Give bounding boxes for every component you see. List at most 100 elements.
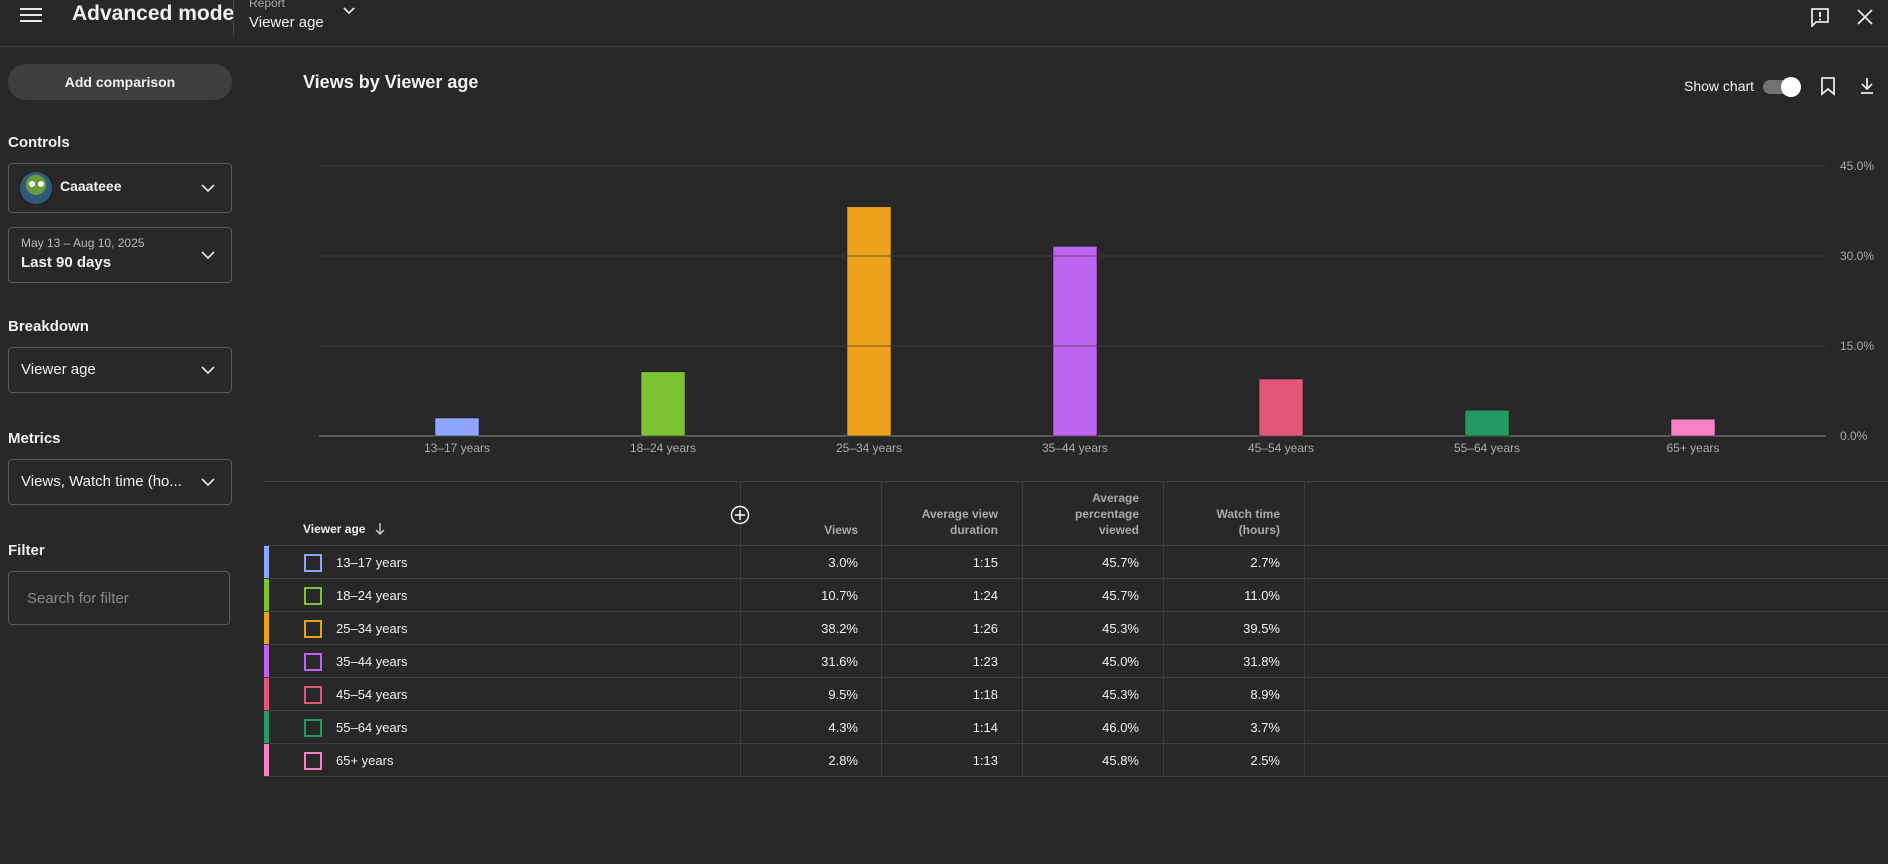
download-icon[interactable] (1858, 76, 1876, 96)
sort-down-icon[interactable] (374, 522, 386, 536)
cell-watch-time: 3.7% (1250, 720, 1280, 735)
close-icon[interactable] (1855, 7, 1875, 27)
cell-avg-percentage-viewed: 45.7% (1102, 555, 1139, 570)
column-header-watch-time[interactable]: Watch time (hours) (1163, 506, 1280, 538)
bar (640, 371, 686, 437)
cell-avg-view-duration: 1:13 (972, 753, 998, 768)
date-range-label: Last 90 days (21, 254, 112, 271)
y-tick-label: 30.0% (1840, 249, 1874, 263)
bar (1464, 409, 1510, 437)
date-range-selector[interactable]: May 13 – Aug 10, 2025 Last 90 days (8, 227, 232, 283)
bar (1052, 246, 1098, 437)
row-checkbox[interactable] (304, 587, 322, 605)
header-line: Average (1092, 491, 1139, 505)
channel-selector[interactable]: Caaateee (8, 163, 232, 213)
bar-chart: 0.0% 15.0% 30.0% 45.0% 13–17 years 18–24 year… (319, 159, 1874, 455)
table-row[interactable]: 35–44 years 31.6% 1:23 45.0% 31.8% (264, 644, 1888, 678)
hamburger-icon[interactable] (20, 4, 42, 24)
table-row[interactable]: 18–24 years 10.7% 1:24 45.7% 11.0% (264, 578, 1888, 612)
table-divider (264, 481, 1888, 482)
cell-views: 38.2% (821, 621, 858, 636)
report-selector[interactable]: Viewer age (249, 14, 324, 31)
y-tick-label: 0.0% (1840, 429, 1868, 443)
x-tick-label: 18–24 years (630, 441, 696, 455)
cell-watch-time: 8.9% (1250, 687, 1280, 702)
add-comparison-button[interactable]: Add comparison (8, 64, 232, 100)
x-tick-label: 35–44 years (1042, 441, 1108, 455)
header-line: (hours) (1238, 523, 1280, 537)
feedback-icon[interactable] (1810, 7, 1830, 27)
x-tick-label: 65+ years (1666, 441, 1719, 455)
row-label: 45–54 years (336, 687, 408, 702)
breakdown-value: Viewer age (21, 361, 96, 378)
page-title: Advanced mode (72, 2, 235, 25)
avatar (20, 172, 52, 204)
breakdown-label: Breakdown (8, 318, 89, 335)
chevron-down-icon (201, 366, 215, 375)
column-divider (1304, 481, 1305, 777)
x-tick-label: 55–64 years (1454, 441, 1520, 455)
row-checkbox[interactable] (304, 620, 322, 638)
row-checkbox[interactable] (304, 686, 322, 704)
header-line: viewed (1098, 523, 1139, 537)
cell-watch-time: 39.5% (1243, 621, 1280, 636)
row-checkbox[interactable] (304, 752, 322, 770)
row-label: 55–64 years (336, 720, 408, 735)
cell-watch-time: 2.5% (1250, 753, 1280, 768)
metrics-selector[interactable]: Views, Watch time (ho... (8, 459, 232, 505)
bar (1670, 418, 1716, 437)
add-column-icon[interactable] (730, 505, 750, 525)
y-tick-label: 15.0% (1840, 339, 1874, 353)
cell-avg-percentage-viewed: 45.0% (1102, 654, 1139, 669)
bookmark-icon[interactable] (1819, 76, 1837, 96)
sidebar: Add comparison Controls Caaateee May 13 … (0, 46, 240, 864)
header-divider (233, 0, 234, 36)
cell-views: 31.6% (821, 654, 858, 669)
x-tick-label: 45–54 years (1248, 441, 1314, 455)
chart-title: Views by Viewer age (303, 72, 479, 92)
table-row[interactable]: 25–34 years 38.2% 1:26 45.3% 39.5% (264, 611, 1888, 645)
row-checkbox[interactable] (304, 653, 322, 671)
cell-avg-percentage-viewed: 45.7% (1102, 588, 1139, 603)
cell-views: 2.8% (828, 753, 858, 768)
header-line: percentage (1074, 507, 1139, 521)
table-row[interactable]: 65+ years 2.8% 1:13 45.8% 2.5% (264, 743, 1888, 777)
row-color-marker (264, 711, 269, 744)
metrics-value: Views, Watch time (ho... (21, 473, 182, 490)
row-color-marker (264, 744, 269, 777)
cell-views: 10.7% (821, 588, 858, 603)
table-row[interactable]: 45–54 years 9.5% 1:18 45.3% 8.9% (264, 677, 1888, 711)
cell-views: 9.5% (828, 687, 858, 702)
cell-avg-percentage-viewed: 46.0% (1102, 720, 1139, 735)
breakdown-selector[interactable]: Viewer age (8, 347, 232, 393)
row-checkbox[interactable] (304, 719, 322, 737)
row-label: 65+ years (336, 753, 394, 768)
row-label: 18–24 years (336, 588, 408, 603)
cell-avg-percentage-viewed: 45.3% (1102, 621, 1139, 636)
toggle-knob (1781, 77, 1801, 97)
cell-watch-time: 2.7% (1250, 555, 1280, 570)
show-chart-toggle[interactable] (1763, 77, 1801, 97)
table-row[interactable]: 13–17 years 3.0% 1:15 45.7% 2.7% (264, 545, 1888, 579)
column-header-avg-percentage-viewed[interactable]: Average percentage viewed (1022, 490, 1139, 538)
row-color-marker (264, 579, 269, 612)
column-header-avg-view-duration[interactable]: Average view duration (881, 506, 998, 538)
column-header-views[interactable]: Views (824, 523, 858, 537)
cell-views: 3.0% (828, 555, 858, 570)
channel-name: Caaateee (60, 178, 122, 194)
column-header-viewer-age[interactable]: Viewer age (303, 522, 366, 536)
row-color-marker (264, 546, 269, 579)
filter-search-input[interactable] (8, 571, 230, 625)
cell-avg-view-duration: 1:15 (972, 555, 998, 570)
row-label: 13–17 years (336, 555, 408, 570)
top-bar: Advanced mode Report Viewer age (0, 0, 1888, 47)
cell-views: 4.3% (828, 720, 858, 735)
bar (1258, 378, 1304, 437)
table-row[interactable]: 55–64 years 4.3% 1:14 46.0% 3.7% (264, 710, 1888, 744)
table-divider (264, 776, 1888, 777)
header-line: Average view (921, 507, 998, 521)
chevron-down-icon[interactable] (342, 4, 356, 18)
row-checkbox[interactable] (304, 554, 322, 572)
filter-label: Filter (8, 542, 45, 559)
date-range-dates: May 13 – Aug 10, 2025 (21, 236, 145, 250)
